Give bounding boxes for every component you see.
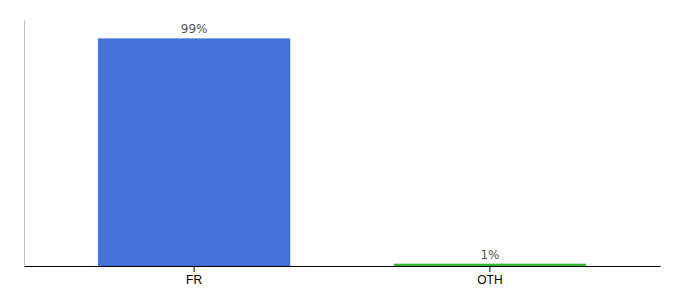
data-label: 1% [480,248,499,262]
bar [98,38,290,266]
x-tick-label: FR [186,273,202,287]
data-label: 99% [181,22,208,36]
x-tick-label: OTH [477,273,502,287]
plot-area: FR OTH 99% 1% [25,21,661,287]
bar [394,264,586,266]
y-axis-line [24,21,25,267]
x-axis: FR OTH [25,266,661,287]
x-tick: OTH [477,266,502,287]
y-axis [24,21,25,267]
x-tick-mark [489,266,490,272]
data-labels: 99% 1% [181,22,500,261]
x-axis-line [25,266,661,267]
x-tick: FR [186,266,202,287]
bars [98,38,586,266]
x-tick-mark [194,266,195,272]
chart: FR OTH 99% 1% [0,0,680,300]
